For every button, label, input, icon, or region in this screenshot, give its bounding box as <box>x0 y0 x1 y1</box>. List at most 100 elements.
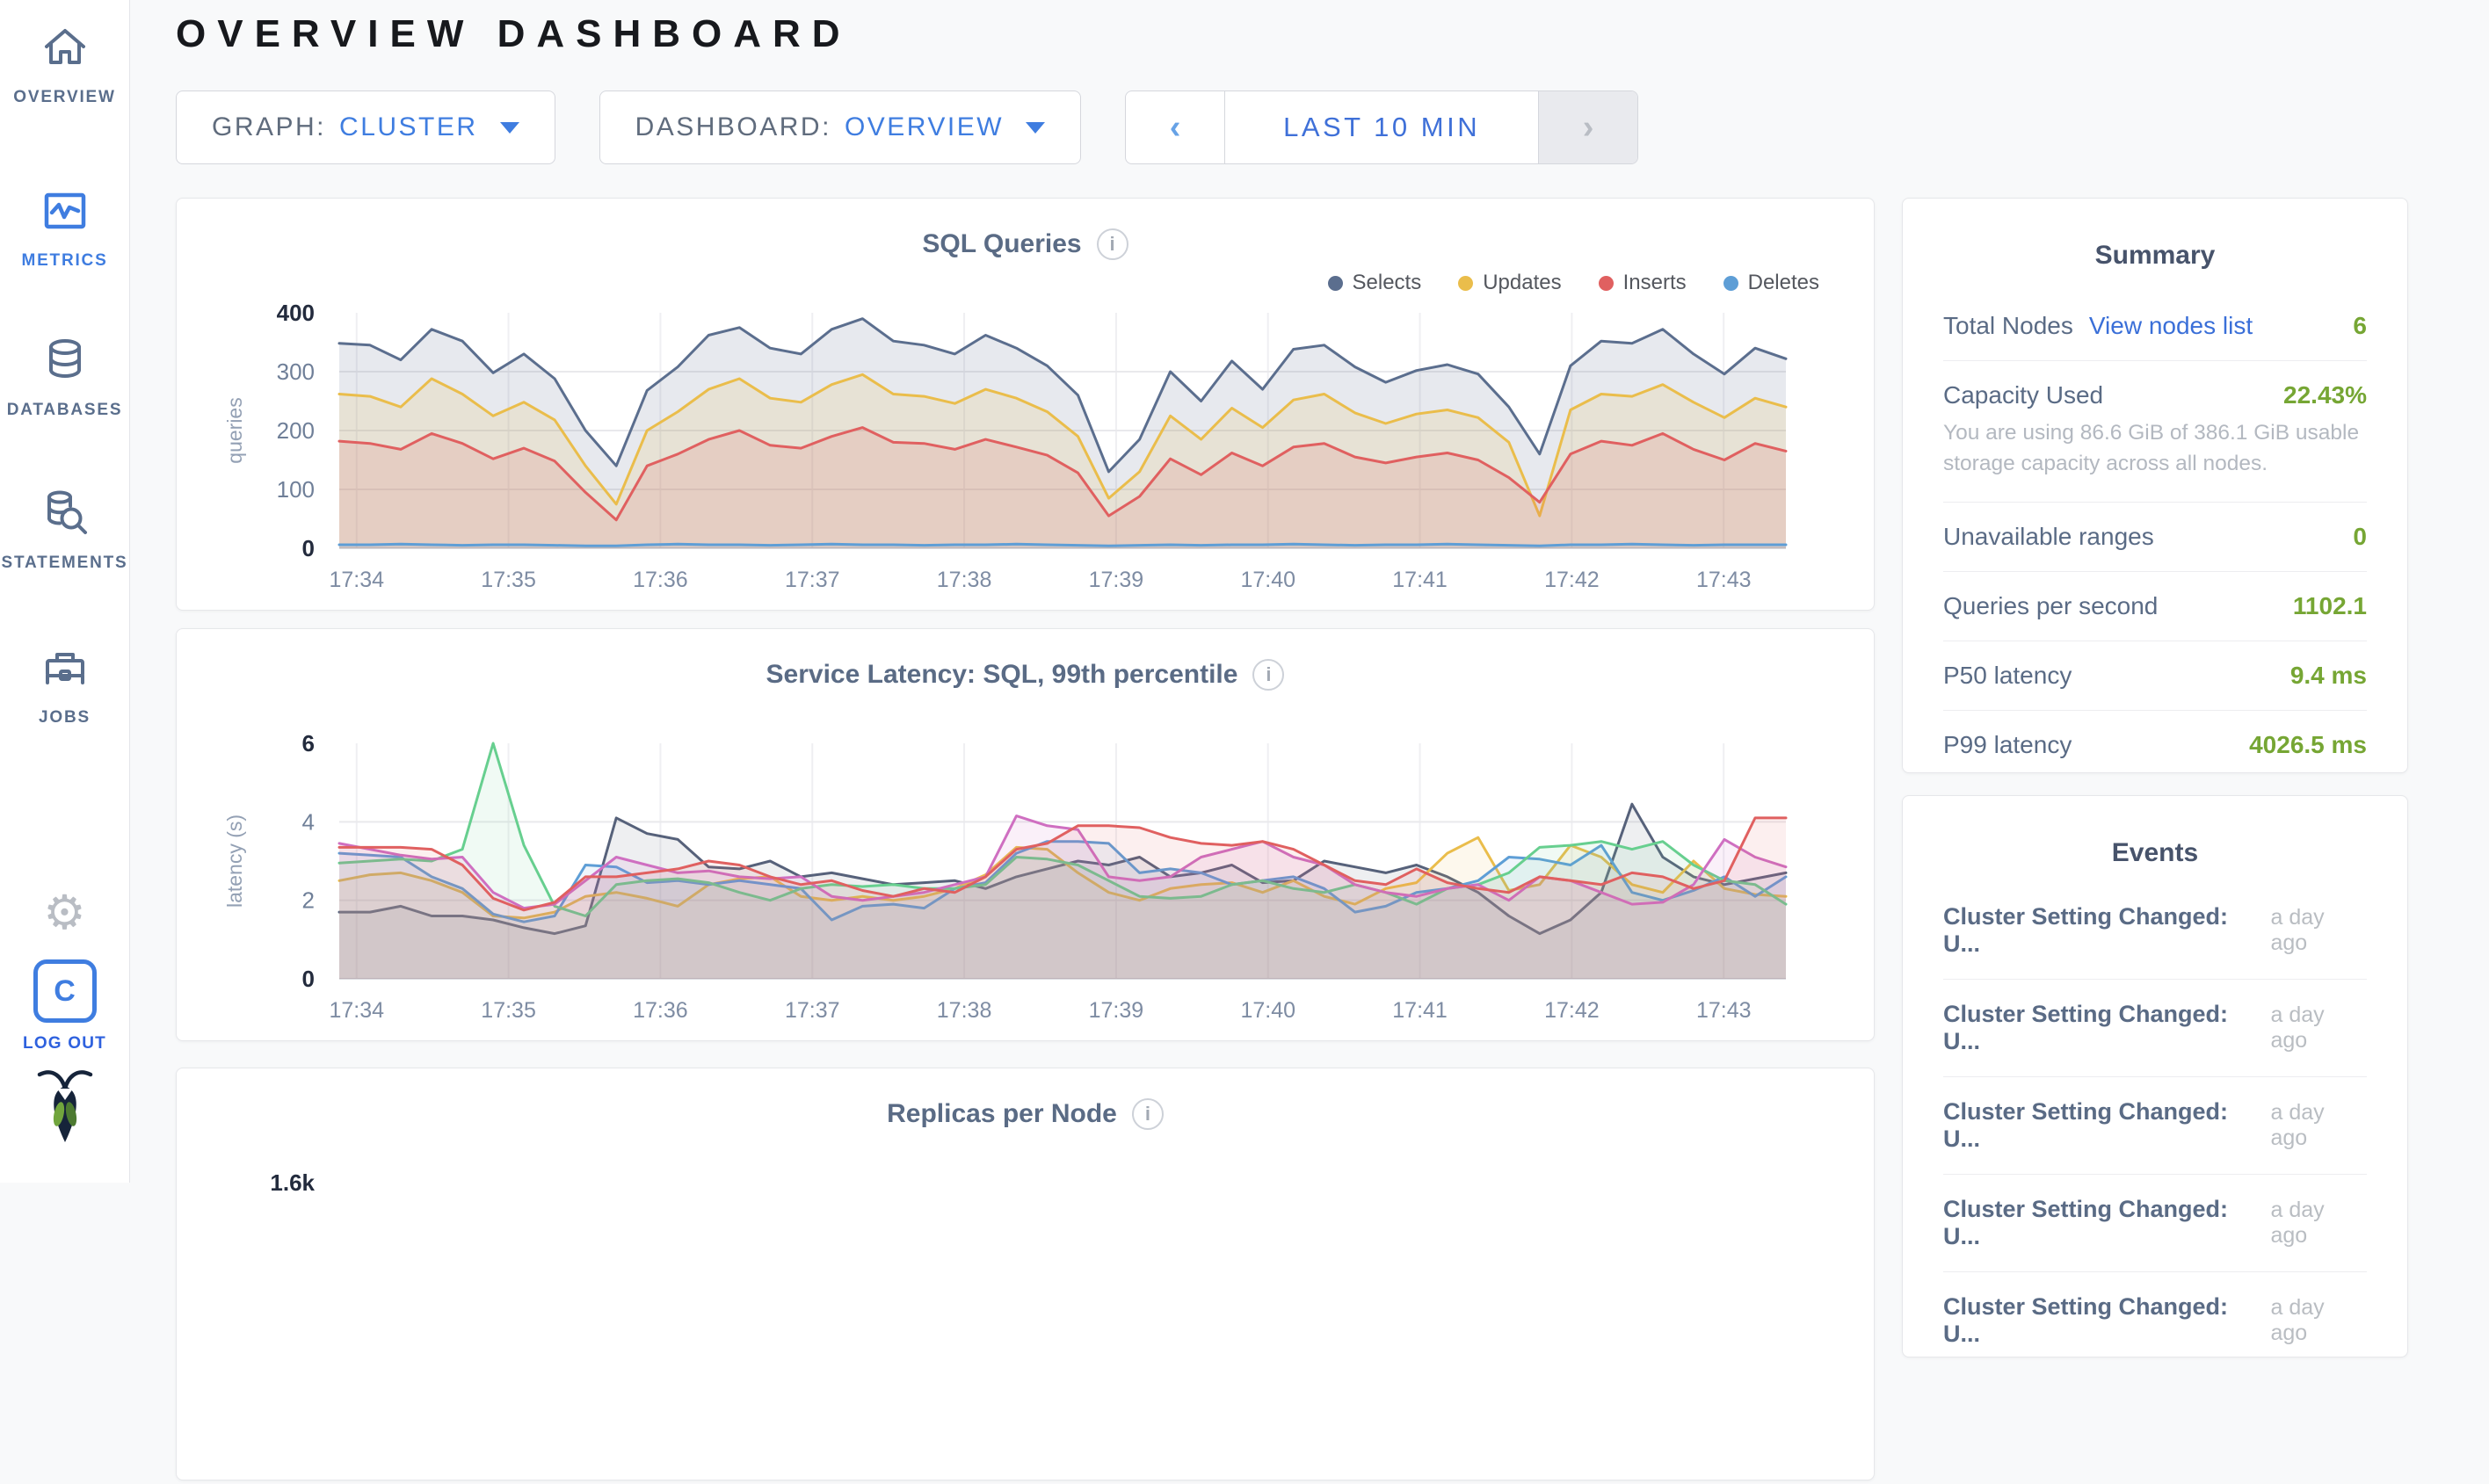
sidebar-item-label: DATABASES <box>6 401 123 419</box>
svg-text:17:36: 17:36 <box>633 998 688 1023</box>
metrics-chart-icon <box>40 186 90 240</box>
time-window-label[interactable]: LAST 10 MIN <box>1224 91 1538 163</box>
event-title: Cluster Setting Changed: U... <box>1943 1196 2229 1249</box>
svg-text:100: 100 <box>277 476 315 503</box>
service-latency-chart-card: Service Latency: SQL, 99th percentile i … <box>176 628 1875 1041</box>
sidebar-item-overview[interactable]: OVERVIEW <box>0 23 129 107</box>
database-search-icon <box>40 489 90 542</box>
svg-text:17:38: 17:38 <box>937 568 992 592</box>
svg-text:1.6k: 1.6k <box>270 1169 315 1196</box>
dashboard-dropdown[interactable]: DASHBOARD: OVERVIEW <box>599 90 1082 164</box>
view-nodes-list-link[interactable]: View nodes list <box>2088 312 2253 339</box>
summary-row-total-nodes: Total Nodes View nodes list 6 <box>1943 292 2367 361</box>
info-icon[interactable]: i <box>1252 659 1285 691</box>
info-icon[interactable]: i <box>1096 228 1128 260</box>
controls-bar: GRAPH: CLUSTER DASHBOARD: OVERVIEW ‹ LAS… <box>176 90 1639 164</box>
legend-item: Updates <box>1458 271 1562 295</box>
events-title: Events <box>2111 838 2199 867</box>
sidebar-item-statements[interactable]: STATEMENTS <box>0 489 129 573</box>
sidebar-item-label: JOBS <box>39 708 91 727</box>
svg-text:17:38: 17:38 <box>937 998 992 1023</box>
event-time: a day ago <box>2270 1003 2325 1053</box>
svg-text:17:34: 17:34 <box>329 998 384 1023</box>
svg-text:17:42: 17:42 <box>1544 998 1600 1023</box>
briefcase-icon <box>40 643 90 697</box>
sidebar-item-label: OVERVIEW <box>13 88 116 106</box>
chart-title: SQL Queries <box>922 229 1082 258</box>
summary-panel: Summary Total Nodes View nodes list 6 Ca… <box>1902 198 2408 773</box>
sidebar-item-jobs[interactable]: JOBS <box>0 643 129 728</box>
svg-text:17:39: 17:39 <box>1089 568 1144 592</box>
database-icon <box>40 336 90 389</box>
home-icon <box>40 23 90 76</box>
chart-title: Replicas per Node <box>887 1099 1117 1128</box>
summary-row-p50: P50 latency 9.4 ms <box>1943 641 2367 711</box>
row-value: 1102.1 <box>2292 591 2367 619</box>
time-window-selector: ‹ LAST 10 MIN › <box>1125 90 1639 164</box>
sidebar-item-label: STATEMENTS <box>1 554 128 572</box>
event-time: a day ago <box>2270 1198 2325 1248</box>
graph-dropdown[interactable]: GRAPH: CLUSTER <box>176 90 555 164</box>
svg-text:latency (s): latency (s) <box>223 814 246 908</box>
event-row[interactable]: Cluster Setting Changed: U... a day ago <box>1943 882 2367 980</box>
gear-icon: ⚙ <box>43 887 86 939</box>
chart-legend: Selects Updates Inserts Deletes <box>1327 271 1819 295</box>
svg-text:17:39: 17:39 <box>1089 998 1144 1023</box>
event-title: Cluster Setting Changed: U... <box>1943 1098 2229 1152</box>
event-row[interactable]: Cluster Setting Changed: U... a day ago <box>1943 1175 2367 1272</box>
graph-dropdown-value: CLUSTER <box>339 112 478 141</box>
summary-row-p99: P99 latency 4026.5 ms <box>1943 711 2367 779</box>
svg-text:4: 4 <box>302 808 315 835</box>
row-value: 0 <box>2353 522 2367 550</box>
svg-text:300: 300 <box>277 358 315 385</box>
event-row[interactable]: Cluster Setting Changed: U... a day ago <box>1943 1272 2367 1357</box>
graph-dropdown-label: GRAPH: <box>212 112 327 141</box>
row-label: P99 latency <box>1943 730 2072 758</box>
chevron-down-icon <box>499 121 519 134</box>
legend-dot-icon <box>1598 275 1614 291</box>
event-time: a day ago <box>2270 1295 2325 1345</box>
summary-row-unavailable-ranges: Unavailable ranges 0 <box>1943 503 2367 572</box>
svg-text:17:35: 17:35 <box>481 568 536 592</box>
svg-text:17:42: 17:42 <box>1544 568 1600 592</box>
time-window-next-button[interactable]: › <box>1538 91 1638 163</box>
row-label: P50 latency <box>1943 661 2072 689</box>
time-window-prev-button[interactable]: ‹ <box>1169 108 1181 146</box>
info-icon[interactable]: i <box>1131 1098 1164 1130</box>
legend-item: Inserts <box>1598 271 1687 295</box>
replicas-per-node-chart-card: Replicas per Node i 1.6k <box>176 1068 1875 1480</box>
row-label: Capacity Used <box>1943 381 2104 409</box>
row-label: Total Nodes <box>1943 312 2073 339</box>
svg-text:17:34: 17:34 <box>329 568 384 592</box>
event-title: Cluster Setting Changed: U... <box>1943 1001 2229 1054</box>
dashboard-dropdown-label: DASHBOARD: <box>635 112 831 141</box>
sidebar-item-metrics[interactable]: METRICS <box>0 186 129 271</box>
svg-text:2: 2 <box>302 887 315 914</box>
svg-text:17:35: 17:35 <box>481 998 536 1023</box>
service-latency-plot[interactable]: 17:34 17:35 17:36 17:37 17:38 17:39 17:40 17:41… <box>177 629 1874 1040</box>
summary-title: Summary <box>2094 241 2216 270</box>
svg-text:17:43: 17:43 <box>1696 568 1752 592</box>
legend-dot-icon <box>1458 275 1474 291</box>
svg-text:6: 6 <box>302 730 315 756</box>
summary-row-qps: Queries per second 1102.1 <box>1943 572 2367 641</box>
legend-dot-icon <box>1723 275 1738 291</box>
svg-text:200: 200 <box>277 417 315 444</box>
sidebar-item-settings[interactable]: ⚙ <box>0 889 129 937</box>
row-value: 9.4 ms <box>2289 661 2367 689</box>
sidebar-item-logout[interactable]: C LOG OUT <box>0 959 129 1053</box>
svg-text:17:43: 17:43 <box>1696 998 1752 1023</box>
svg-text:17:37: 17:37 <box>785 998 840 1023</box>
capacity-description: You are using 86.6 GiB of 386.1 GiB usab… <box>1943 421 2360 475</box>
logout-c-icon: C <box>33 959 97 1023</box>
svg-text:17:40: 17:40 <box>1240 998 1295 1023</box>
events-list: Cluster Setting Changed: U... a day ago Cl… <box>1943 882 2367 1357</box>
cockroachdb-logo <box>0 1067 129 1150</box>
event-row[interactable]: Cluster Setting Changed: U... a day ago <box>1943 980 2367 1077</box>
replicas-per-node-plot[interactable]: 1.6k <box>177 1068 1874 1480</box>
sql-queries-plot[interactable]: 17:34 17:35 17:36 17:37 17:38 17:39 17:40 17:41… <box>177 199 1874 610</box>
logout-label: LOG OUT <box>23 1034 106 1053</box>
event-row[interactable]: Cluster Setting Changed: U... a day ago <box>1943 1077 2367 1175</box>
legend-item: Selects <box>1327 271 1421 295</box>
sidebar-item-databases[interactable]: DATABASES <box>0 336 129 420</box>
